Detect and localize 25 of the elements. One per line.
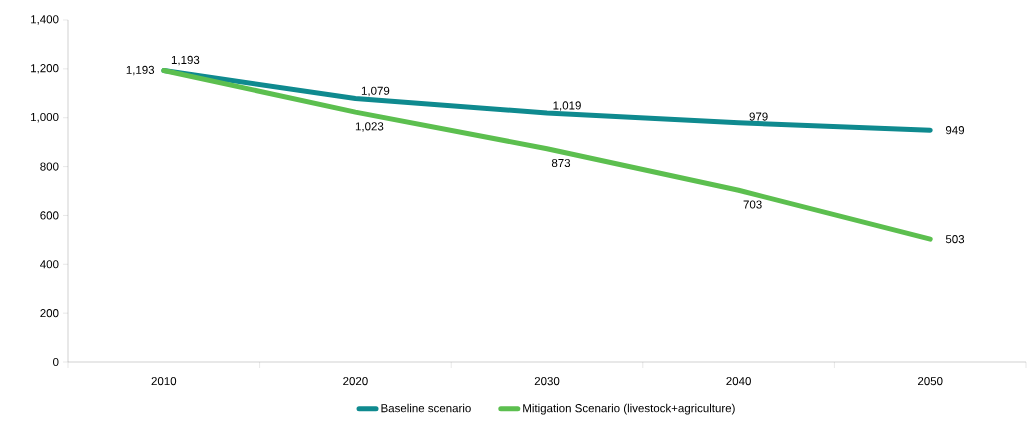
data-label: 873 <box>551 158 571 168</box>
x-tick-label: 2050 <box>917 377 943 386</box>
data-label: 1,079 <box>361 86 390 97</box>
x-tick-label: 2040 <box>726 377 751 386</box>
data-label: 949 <box>945 126 965 135</box>
x-tick-label: 2020 <box>343 377 368 386</box>
data-label: 703 <box>743 200 762 209</box>
y-tick-label: 600 <box>40 211 59 220</box>
data-label: 979 <box>749 112 768 121</box>
y-tick-label: 0 <box>53 357 59 367</box>
legend-label: Mitigation Scenario (livestock+agriculture) <box>523 403 735 415</box>
data-label: 1,023 <box>355 122 384 132</box>
data-label: 1,193 <box>171 55 200 66</box>
legend-label: Baseline scenario <box>381 403 471 413</box>
y-tick-label: 800 <box>40 162 59 171</box>
data-label: 1,193 <box>126 65 155 76</box>
data-label: 1,019 <box>553 101 581 111</box>
y-tick-label: 1,200 <box>31 64 59 74</box>
y-tick-label: 1,400 <box>31 15 59 25</box>
x-tick-label: 2030 <box>534 377 560 386</box>
x-tick-label: 2010 <box>151 377 177 386</box>
data-label: 503 <box>945 235 965 244</box>
y-tick-label: 1,000 <box>31 112 59 123</box>
y-tick-label: 400 <box>40 260 59 269</box>
y-tick-label: 200 <box>40 309 59 318</box>
